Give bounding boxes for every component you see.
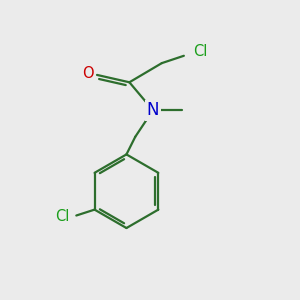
Text: Cl: Cl bbox=[55, 209, 70, 224]
Text: N: N bbox=[147, 101, 159, 119]
Text: Cl: Cl bbox=[193, 44, 207, 59]
Text: O: O bbox=[82, 66, 94, 81]
